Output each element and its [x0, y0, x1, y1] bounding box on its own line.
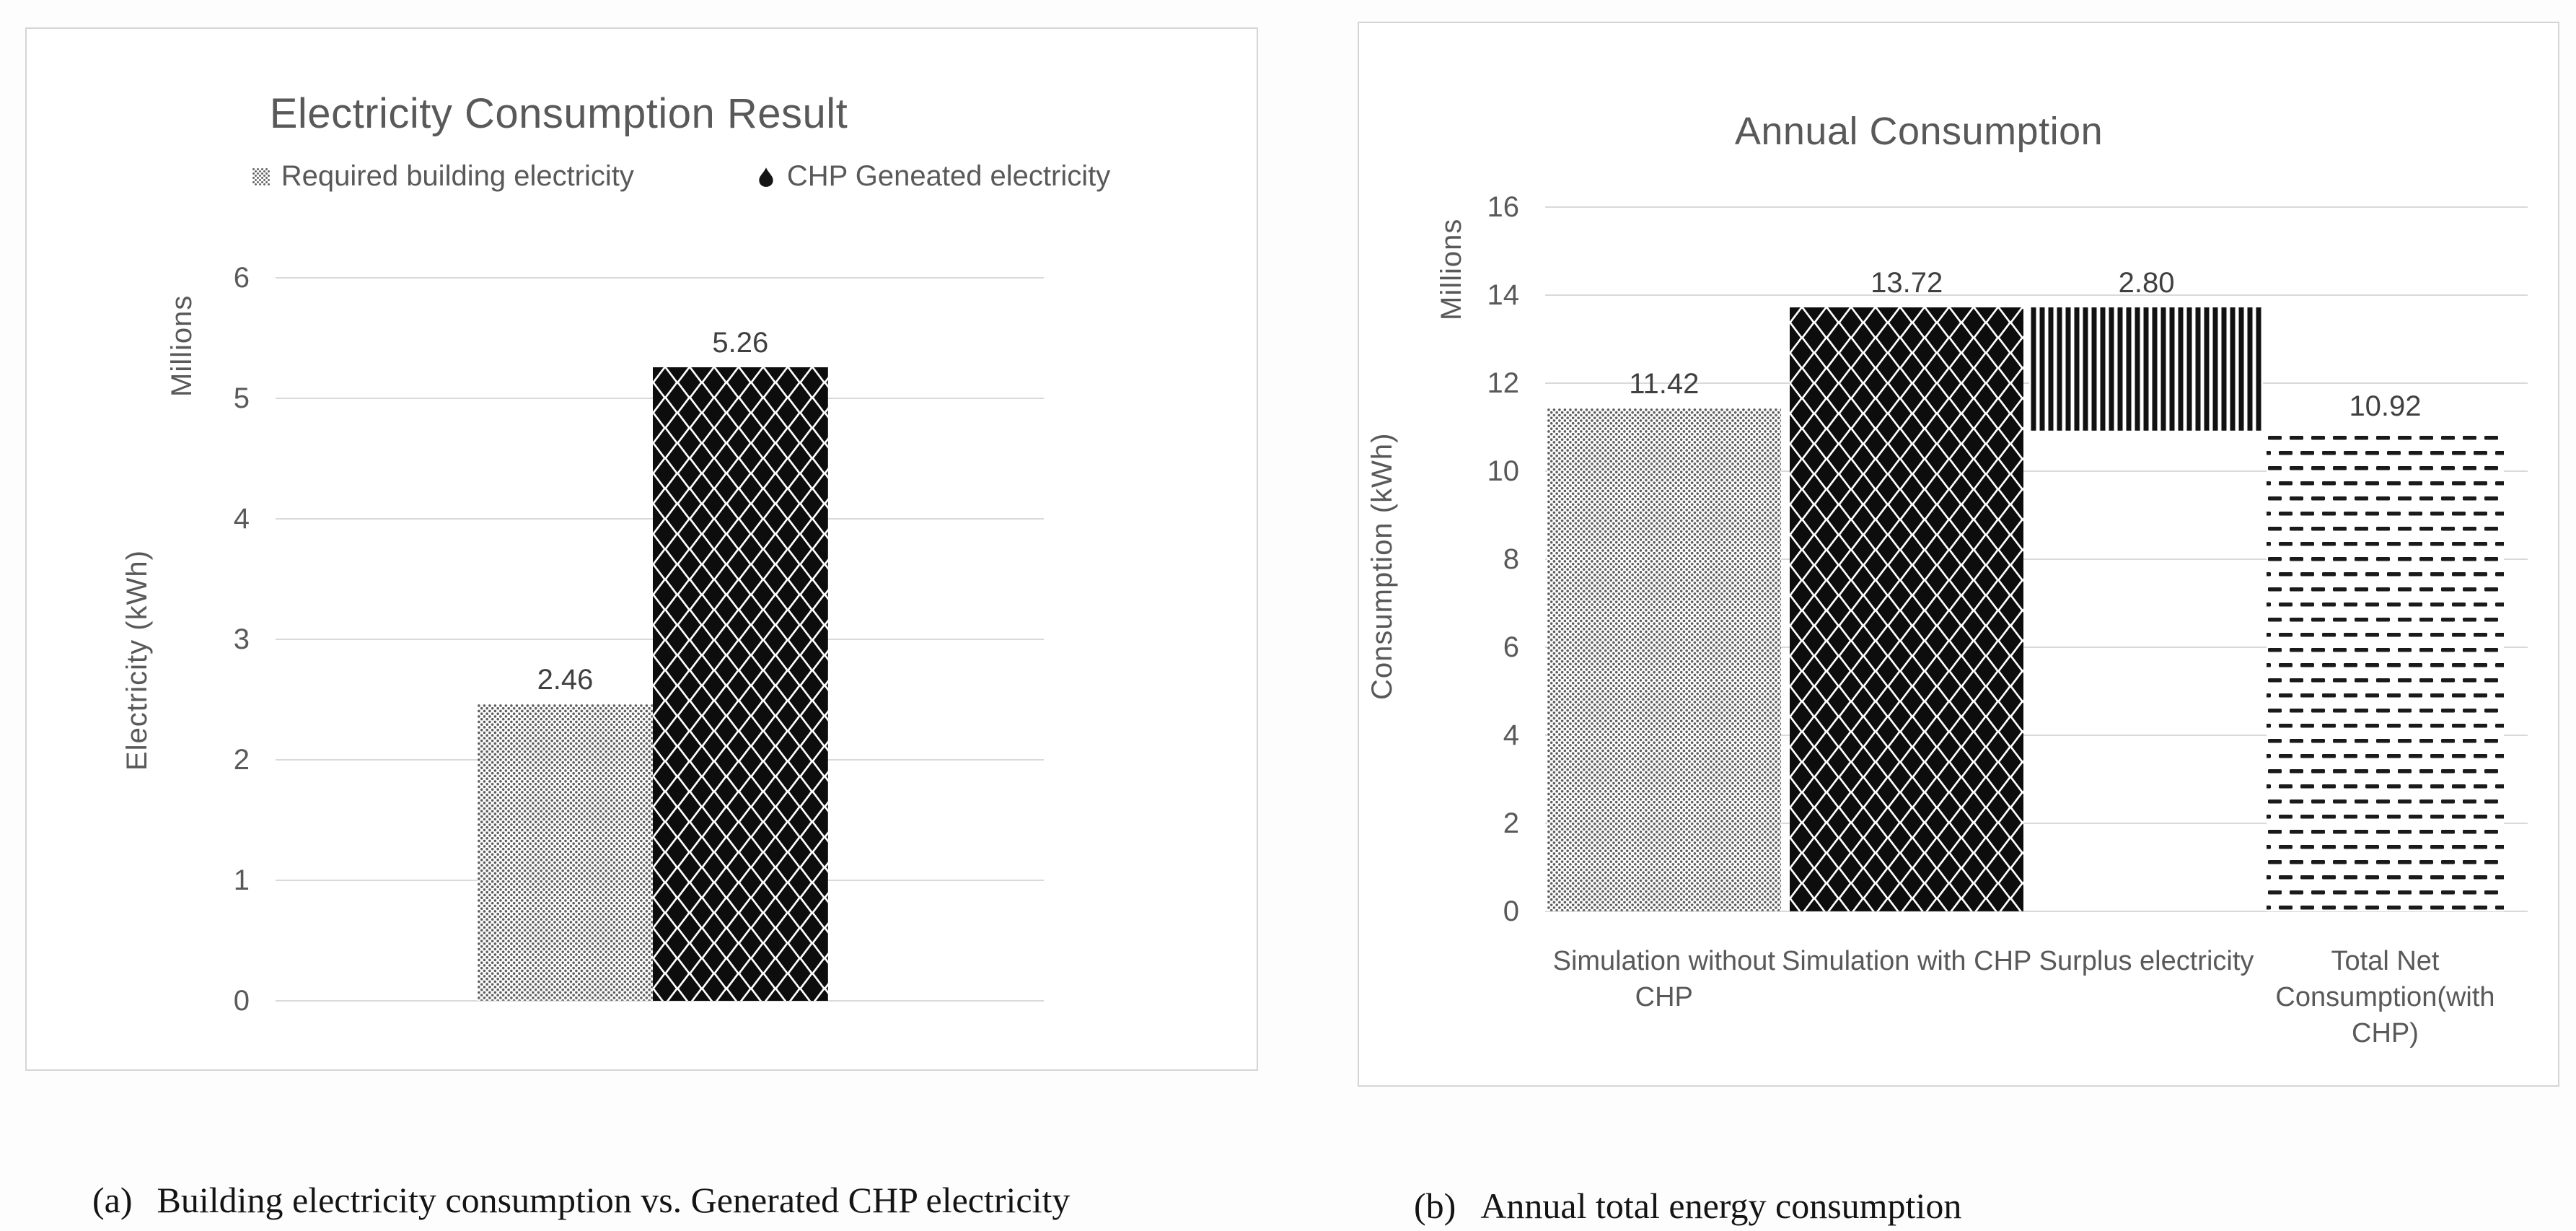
y-tick-label: 16 — [1487, 191, 1520, 223]
gridline — [1545, 735, 2528, 736]
chart-b-y-axis-label: Consumption (kWh) — [1366, 432, 1398, 701]
chart-a-legend: Required building electricity CHP Geneat… — [106, 160, 1257, 193]
chart-panel-b: Annual Consumption Millions Consumption … — [1358, 22, 2559, 1087]
y-tick-label: 6 — [233, 262, 250, 294]
bar-value-label: 2.80 — [2118, 267, 2175, 299]
y-tick-label: 2 — [1503, 807, 1519, 839]
caption-b-label: (b) — [1414, 1186, 1456, 1226]
x-category-label: Simulation with CHP — [1782, 946, 2032, 976]
chart-a-y-axis-label: Electricity (kWh) — [121, 550, 153, 771]
bar-simulation-with-chp: 13.72 Simulation with CHP — [1782, 207, 2031, 976]
bar-fill-vertical-stripes — [2029, 307, 2264, 431]
chart-b-title: Annual Consumption — [1734, 109, 2104, 153]
y-tick-label: 8 — [1503, 543, 1519, 575]
bar-fill-dots — [478, 704, 653, 1001]
chart-b-units-label: Millions — [1436, 218, 1467, 320]
chart-a-units-label: Millions — [166, 294, 198, 397]
caption-b: (b) Annual total energy consumption — [1414, 1185, 1961, 1227]
caption-a-text: Building electricity consumption vs. Gen… — [157, 1180, 1071, 1220]
caption-a-label: (a) — [92, 1180, 133, 1220]
y-tick-label: 5 — [233, 382, 250, 414]
dotted-swatch-icon — [252, 167, 270, 185]
gridline — [276, 1000, 1044, 1002]
y-tick-label: 1 — [233, 864, 250, 896]
gridline — [1545, 294, 2528, 296]
gridline — [1545, 206, 2528, 208]
y-tick-label: 14 — [1487, 279, 1520, 311]
bar-value-label: 11.42 — [1629, 368, 1700, 400]
bar-fill-horizontal-dashes — [2266, 430, 2505, 911]
gridline — [1545, 470, 2528, 472]
bar-surplus-electricity: 2.80 Surplus electricity — [2029, 207, 2264, 976]
y-tick-label: 4 — [233, 503, 250, 535]
legend-item-required-building-electricity: Required building electricity — [252, 160, 634, 193]
y-tick-label: 0 — [233, 985, 250, 1017]
gridline — [1545, 558, 2528, 560]
bar-value-label: 10.92 — [2349, 390, 2422, 422]
chart-b-plot-area: Millions Consumption (kWh) 11.42 Simulat… — [1366, 193, 2528, 1048]
bar-total-net-consumption: 10.92 Total Net Consumption(with CHP) — [2266, 207, 2505, 1048]
x-category-label: Total Net Consumption(with CHP) — [2275, 946, 2495, 1049]
bar-value-label: 13.72 — [1871, 267, 1943, 299]
y-tick-label: 2 — [233, 744, 250, 776]
droplet-icon — [759, 167, 773, 187]
x-category-label: Surplus electricity — [2039, 946, 2254, 976]
gridline — [276, 277, 1044, 279]
bar-fill-dots — [1547, 408, 1781, 911]
y-tick-label: 3 — [233, 623, 250, 655]
gridline — [1545, 911, 2528, 912]
bar-fill-diamonds — [652, 367, 828, 1001]
x-category-label: Simulation without CHP — [1552, 946, 1775, 1013]
bar-fill-diamonds — [1790, 307, 2024, 911]
chart-a-title: Electricity Consumption Result — [269, 90, 848, 138]
bar-chp-generated-electricity: 5.26 — [652, 278, 828, 1001]
y-tick-label: 12 — [1487, 367, 1520, 399]
chart-panel-a: Electricity Consumption Result Required … — [25, 27, 1258, 1071]
legend-label: Required building electricity — [281, 160, 634, 192]
bar-value-label: 2.46 — [537, 664, 594, 696]
y-tick-label: 0 — [1503, 895, 1519, 927]
chart-a-plot-area: Millions Electricity (kWh) 2.46 5.26 0 1 2… — [121, 263, 1044, 1015]
y-tick-label: 6 — [1503, 631, 1519, 663]
y-tick-label: 10 — [1487, 455, 1520, 487]
gridline — [1545, 647, 2528, 648]
caption-a: (a) Building electricity consumption vs. … — [92, 1179, 1070, 1221]
gridline — [1545, 823, 2528, 824]
bar-value-label: 5.26 — [712, 326, 769, 359]
legend-label: CHP Geneated electricity — [786, 160, 1111, 192]
y-tick-label: 4 — [1503, 719, 1519, 751]
caption-b-text: Annual total energy consumption — [1480, 1186, 1962, 1226]
bar-simulation-without-chp: 11.42 Simulation without CHP — [1547, 207, 1781, 1012]
bar-required-building-electricity: 2.46 — [478, 278, 653, 1001]
legend-item-chp-generated-electricity: CHP Geneated electricity — [757, 160, 1110, 193]
